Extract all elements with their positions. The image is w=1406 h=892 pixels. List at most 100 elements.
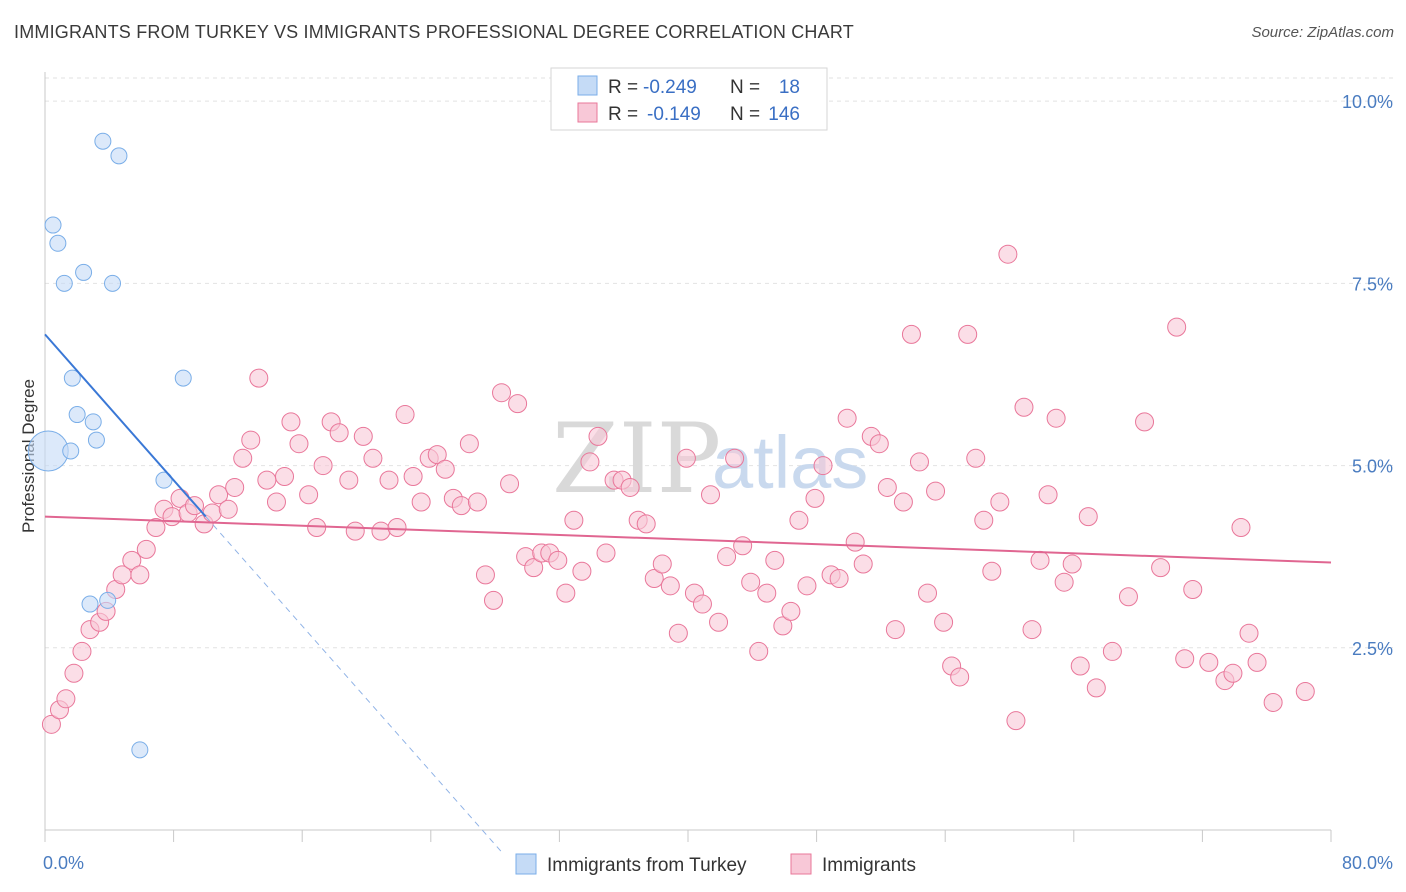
data-point xyxy=(660,576,680,596)
bottom-legend-label-immigrants: Immigrants xyxy=(822,855,916,876)
data-point xyxy=(580,452,600,472)
data-point xyxy=(68,406,86,424)
data-point xyxy=(146,518,166,538)
data-point xyxy=(668,623,688,643)
data-point xyxy=(1046,408,1066,428)
data-point xyxy=(257,470,277,490)
bottom-legend-swatch-immigrants xyxy=(790,853,812,875)
data-point xyxy=(345,521,365,541)
data-point xyxy=(1062,554,1082,574)
data-point xyxy=(62,442,80,460)
data-point xyxy=(636,514,656,534)
data-point xyxy=(1038,485,1058,505)
data-point xyxy=(901,324,921,344)
data-point xyxy=(998,244,1018,264)
data-point xyxy=(909,452,929,472)
data-point xyxy=(974,510,994,530)
data-point xyxy=(63,369,81,387)
data-point xyxy=(877,477,897,497)
data-point xyxy=(1014,397,1034,417)
data-point xyxy=(837,408,857,428)
data-point xyxy=(1295,682,1315,702)
data-point xyxy=(87,431,105,449)
data-point xyxy=(966,448,986,468)
data-point xyxy=(853,554,873,574)
data-point xyxy=(72,641,92,661)
data-point xyxy=(893,492,913,512)
data-point xyxy=(773,616,793,636)
data-point xyxy=(84,413,102,431)
data-point xyxy=(427,445,447,465)
data-point xyxy=(492,383,512,403)
data-point xyxy=(459,434,479,454)
data-point xyxy=(241,430,261,450)
source-credit: Source: ZipAtlas.com xyxy=(1251,24,1394,41)
data-point xyxy=(1118,587,1138,607)
data-point xyxy=(1263,692,1283,712)
data-point xyxy=(644,569,664,589)
data-point xyxy=(572,561,592,581)
data-point xyxy=(885,620,905,640)
data-point xyxy=(395,405,415,425)
data-point xyxy=(275,467,295,487)
data-point xyxy=(209,485,229,505)
data-point xyxy=(56,689,76,709)
data-point xyxy=(379,470,399,490)
data-point xyxy=(676,448,696,468)
data-point xyxy=(75,263,93,281)
x-tick-label-max: 80.0% xyxy=(1342,853,1393,873)
data-point xyxy=(845,532,865,552)
data-point xyxy=(757,583,777,603)
y-axis-tick-labels: 2.5% 5.0% 7.5% 10.0% xyxy=(1342,92,1393,659)
y-tick-label: 7.5% xyxy=(1352,274,1393,294)
legend-n-value-immigrants: 146 xyxy=(768,104,800,125)
data-point xyxy=(765,550,785,570)
data-point xyxy=(692,594,712,614)
regression-line-turkey xyxy=(44,333,207,518)
data-point xyxy=(1030,550,1050,570)
data-point xyxy=(307,518,327,538)
legend-bottom: Immigrants from Turkey Immigrants xyxy=(515,853,916,876)
regression-lines xyxy=(44,333,1332,855)
data-point xyxy=(27,430,69,472)
data-point xyxy=(556,583,576,603)
data-point xyxy=(524,558,544,578)
data-point xyxy=(55,274,73,292)
data-point xyxy=(41,714,61,734)
data-point xyxy=(44,216,62,234)
data-point xyxy=(99,591,117,609)
data-point xyxy=(233,448,253,468)
data-point xyxy=(155,471,173,489)
data-point xyxy=(329,423,349,443)
data-point xyxy=(202,503,222,523)
data-point xyxy=(218,499,238,519)
data-point xyxy=(64,663,84,683)
data-point xyxy=(1070,656,1090,676)
data-point xyxy=(717,547,737,567)
data-point xyxy=(725,448,745,468)
data-point xyxy=(94,132,112,150)
legend-r-value-turkey: -0.249 xyxy=(643,77,697,98)
data-point xyxy=(363,448,383,468)
data-point xyxy=(508,394,528,414)
data-point xyxy=(1006,711,1026,731)
legend-r-label-immigrants: R = xyxy=(608,104,638,125)
data-point xyxy=(1151,558,1171,578)
data-point xyxy=(281,412,301,432)
y-tick-label: 10.0% xyxy=(1342,92,1393,112)
data-point xyxy=(411,492,431,512)
data-point xyxy=(733,536,753,556)
data-point xyxy=(1102,641,1122,661)
data-point xyxy=(1231,518,1251,538)
data-point xyxy=(701,485,721,505)
data-point xyxy=(131,741,149,759)
data-point xyxy=(1175,649,1195,669)
data-point xyxy=(805,488,825,508)
chart-title: IMMIGRANTS FROM TURKEY VS IMMIGRANTS PRO… xyxy=(14,22,854,42)
y-tick-label: 2.5% xyxy=(1352,639,1393,659)
data-point xyxy=(588,426,608,446)
data-point xyxy=(451,496,471,516)
data-point xyxy=(130,565,150,585)
data-point xyxy=(789,510,809,530)
